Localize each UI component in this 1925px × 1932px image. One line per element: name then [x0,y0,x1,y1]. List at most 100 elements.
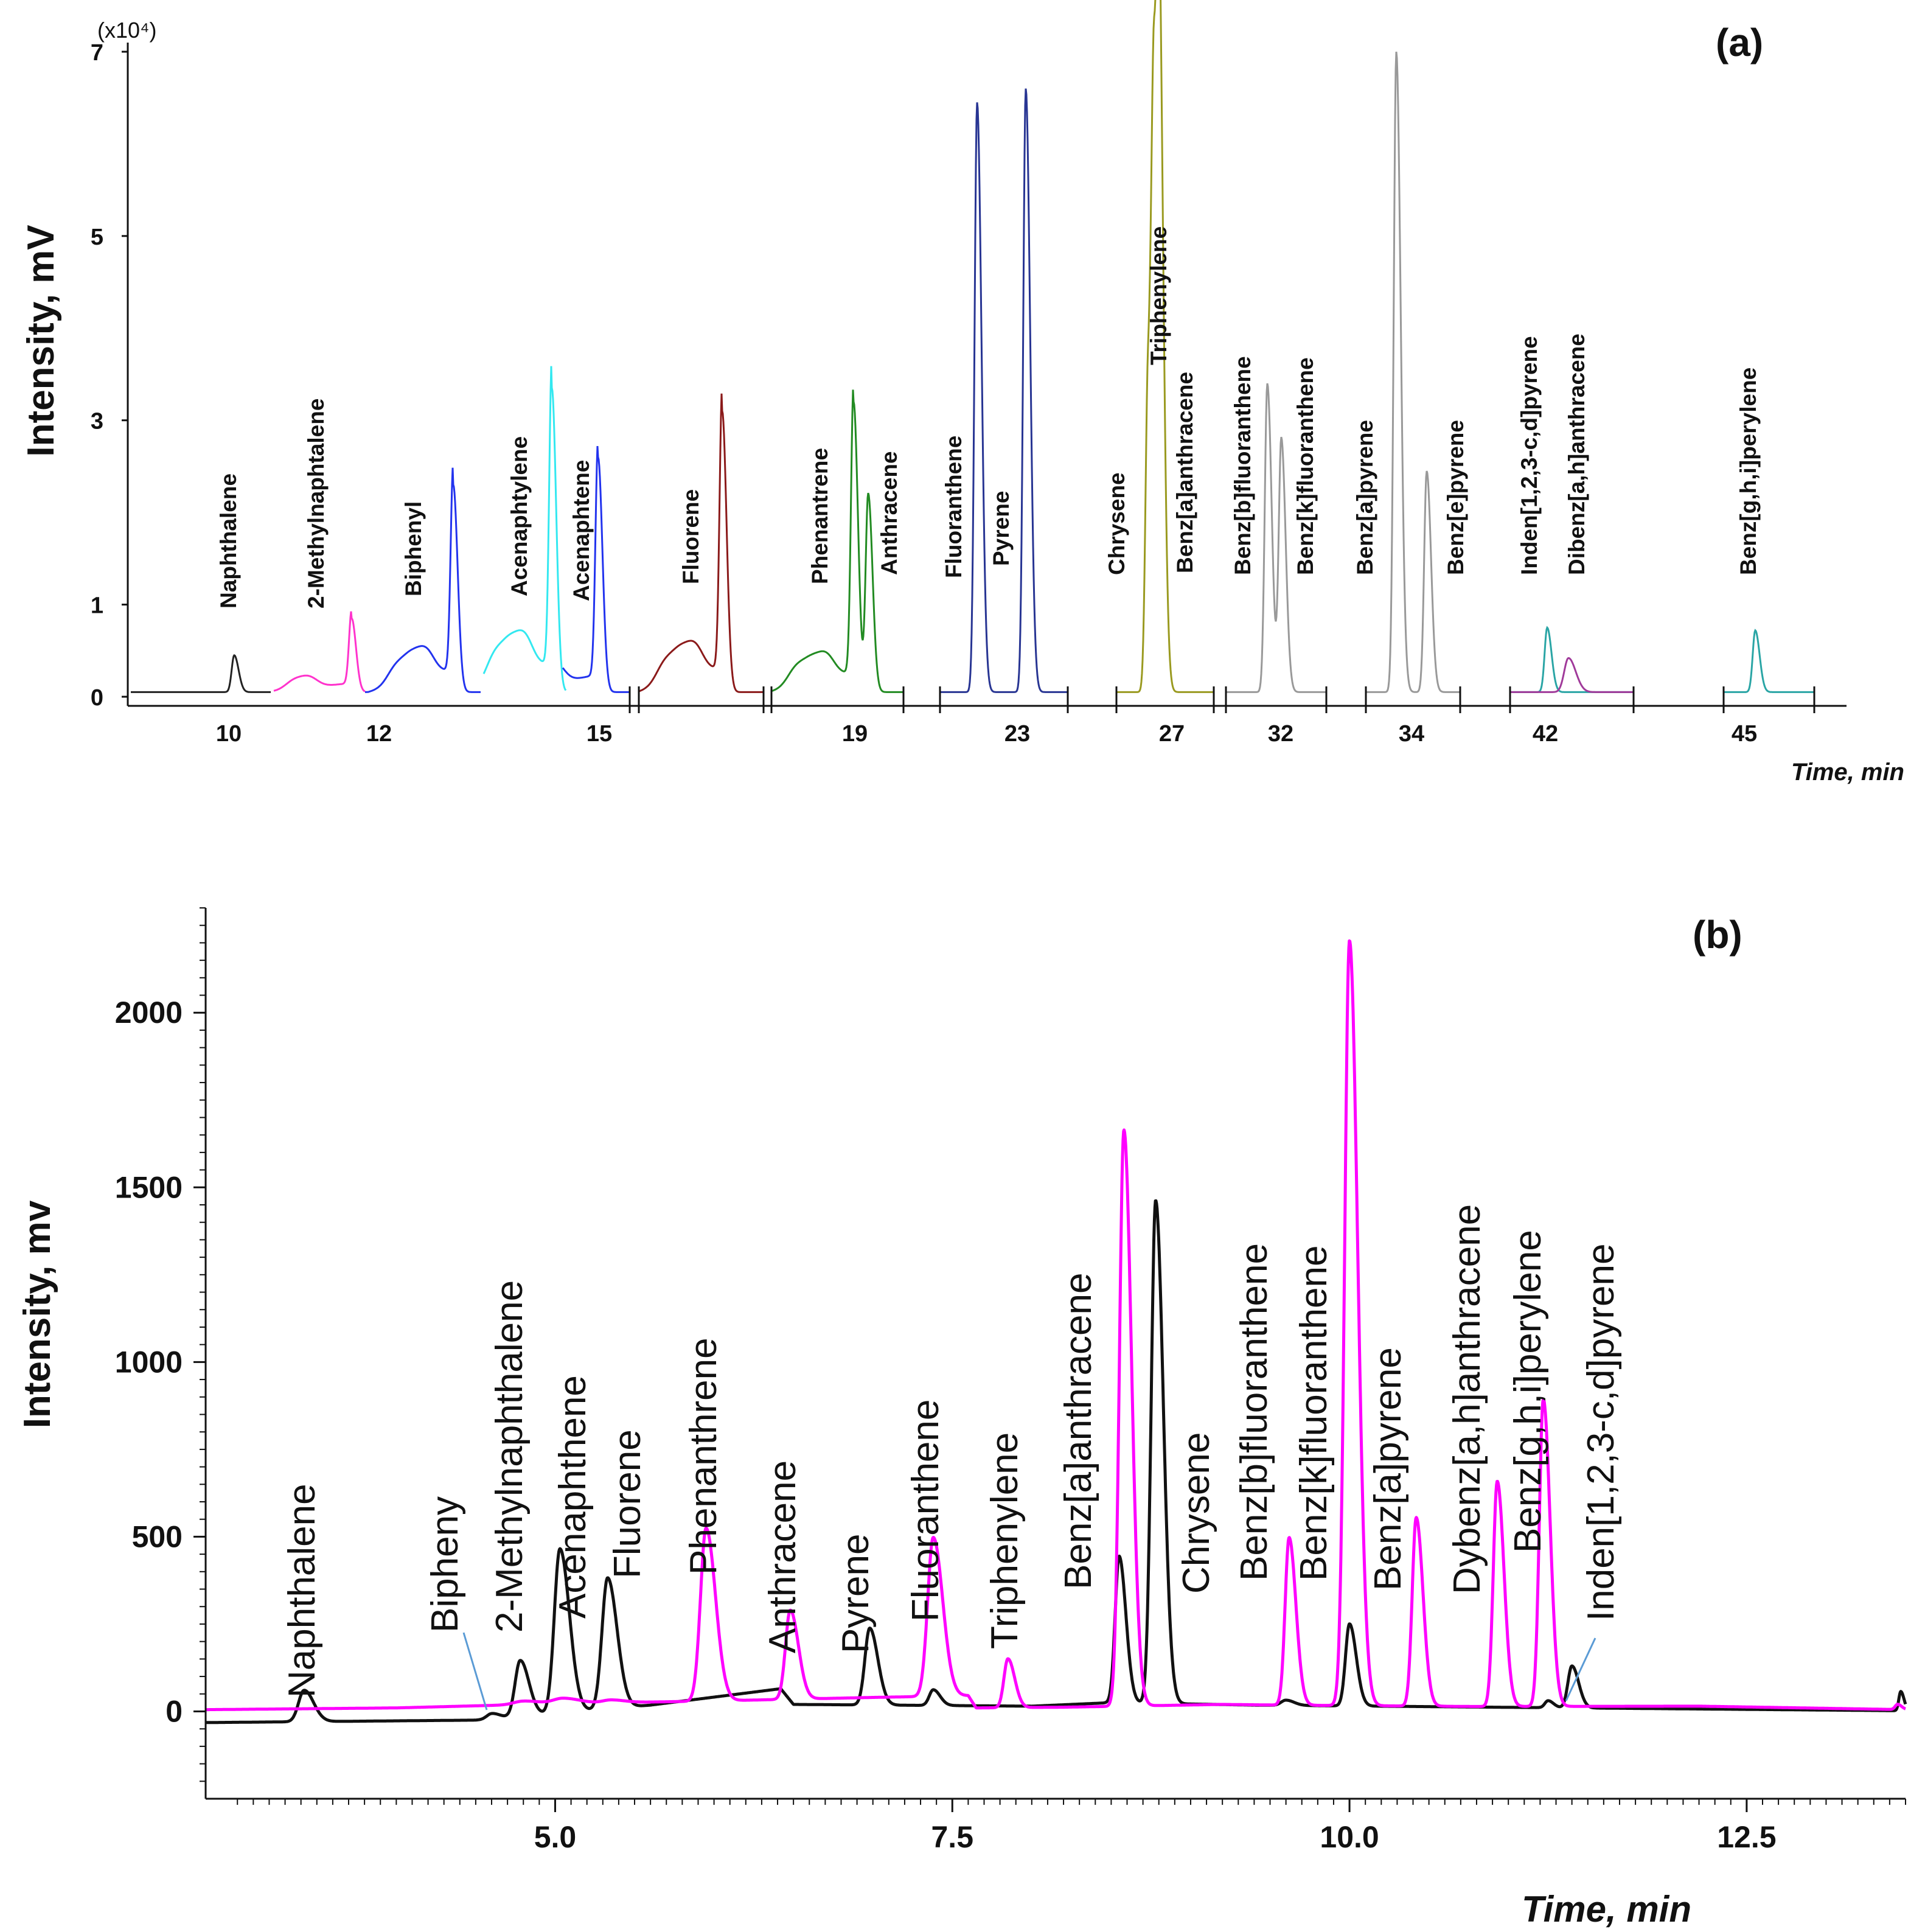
peak-label: Benz[k]fluoranthene [1293,357,1318,575]
peak-label: Inden[1,2,3-c,d]pyrene [1580,1244,1622,1621]
panel-a-trace [562,446,630,693]
panel-a-trace [771,389,903,693]
panel-a-y-ticks: 7 5 3 1 0 [91,40,128,711]
panel-a-x-axis-label: Time, min [1791,759,1904,786]
x-tick-label: 19 [842,721,868,747]
peak-label: Anthracene [877,451,902,575]
panel-b-minor-ticks [200,907,1906,1805]
x-tick-label: 27 [1159,721,1185,747]
panel-a-x-tick-labels: 10 12 15 19 23 27 32 34 42 45 [216,721,1757,747]
panel-a-axis-breaks [628,686,1815,713]
y-tick-label: 0 [91,685,103,711]
peak-label: Benz[a]pyrene [1367,1347,1409,1591]
y-tick-label: 7 [91,40,103,66]
peak-label: Benz[g,h,i]perylene [1507,1230,1549,1553]
panel-a-trace [1116,0,1214,693]
x-tick-label: 34 [1399,721,1424,747]
peak-label: Benz[b]fluoranthene [1230,356,1255,575]
peak-label: Benz[a]anthracene [1057,1273,1099,1590]
x-tick-label: 15 [587,721,612,747]
peak-label: Pyrene [989,491,1014,566]
panel-b-y-ticks: 0 500 1000 1500 2000 [115,996,206,1728]
panel-b-traces [204,939,1907,1725]
y-tick-label: 3 [91,409,103,434]
peak-label: 2-Methylnaphthalene [489,1280,531,1633]
panel-a-overlay-trace [1510,657,1634,693]
peak-label: Dybenz[a,h]anthracene [1446,1204,1488,1594]
x-tick-label: 45 [1732,721,1757,747]
x-tick-label: 23 [1004,721,1030,747]
panel-b-leader-lines [462,1632,1596,1711]
x-tick-label: 10.0 [1320,1820,1379,1854]
peak-label: Benz[e]pyrene [1443,420,1468,575]
peak-label: Dibenz[a,h]anthracene [1564,333,1589,575]
panel-a-trace [273,611,366,692]
panel-a-traces [131,0,1814,693]
peak-label: Fluorene [607,1429,649,1578]
panel-a-trace [365,467,481,693]
x-tick-label: 12 [366,721,392,747]
peak-label: Benz[a]anthracene [1172,372,1197,573]
panel-a-trace [1366,51,1460,693]
panel-a-trace [482,366,567,691]
x-tick-label: 10 [216,721,242,747]
peak-label: 2-Methylnaphtalene [304,399,329,609]
peak-label: Chrysene [1104,472,1129,575]
peak-label: Fluoranthene [905,1400,947,1622]
panel-b-x-axis-label: Time, min [1522,1889,1691,1930]
y-tick-label: 2000 [115,996,183,1030]
panel-b-chromatogram: 0 500 1000 1500 2000 5.0 7.5 10.0 12.5 Naphthal… [16,907,1907,1930]
panel-a-trace [638,393,764,693]
leader-line-biphenyl [462,1632,488,1711]
x-tick-label: 32 [1268,721,1293,747]
peak-label: Naphthalene [216,473,241,609]
peak-label: Triphenylene [984,1432,1026,1649]
peak-label: Anthracene [762,1460,804,1653]
y-tick-label: 1 [91,593,103,619]
peak-label: Fluorene [678,489,703,584]
x-tick-label: 42 [1533,721,1558,747]
peak-label: Acenaphtylene [507,436,532,596]
panel-a-trace [940,88,1068,693]
peak-label: Phenantrene [807,448,832,584]
panel-b-peak-labels: Naphthalene Bipheny 2-Methylnaphthalene Ace… [281,1204,1622,1698]
panel-b-trace [204,1199,1907,1725]
peak-label: Inden[1,2,3-c,d]pyrene [1517,336,1542,575]
peak-label: Benz[b]fluoranthene [1233,1243,1275,1581]
y-tick-label: 1500 [115,1170,183,1204]
y-tick-label: 0 [165,1694,183,1728]
peak-label: Bipheny [424,1496,466,1633]
panel-b-trace [204,939,1907,1712]
x-tick-label: 5.0 [534,1820,577,1854]
peak-label: Benz[g,h,i]perylene [1736,368,1761,575]
panel-b-label: (b) [1693,913,1742,957]
x-tick-label: 12.5 [1717,1820,1776,1854]
y-tick-label: 1000 [115,1345,183,1379]
panel-a-peak-labels: Naphthalene 2-Methylnaphtalene Biphenyl Ace… [216,226,1761,609]
leader-line-indenopyrene [1565,1637,1596,1701]
panel-b-x-ticks: 5.0 7.5 10.0 12.5 [534,1799,1777,1854]
peak-label: Benz[a]pyrene [1352,420,1377,575]
x-tick-label: 7.5 [931,1820,974,1854]
y-tick-label: 500 [132,1519,183,1554]
y-tick-label: 5 [91,225,103,250]
peak-label: Acenaphtene [569,460,594,601]
peak-label: Acenaphthene [552,1375,594,1619]
panel-a-trace [1226,383,1326,693]
peak-label: Fluoranthene [941,436,966,578]
peak-label: Biphenyl [401,501,426,596]
panel-a-y-axis-label: Intensity, mV [20,225,62,456]
peak-label: Phenanthrene [683,1337,725,1575]
peak-label: Chrysene [1175,1432,1217,1594]
panel-b-y-axis-label: Intensity, mv [16,1200,58,1428]
peak-label: Benz[k]fluoranthene [1293,1246,1335,1582]
panel-a-label: (a) [1716,21,1763,65]
panel-a-y-multiplier: (x10⁴) [97,18,157,43]
peak-label: Naphthalene [281,1484,323,1698]
peak-label: Pyrene [835,1534,877,1653]
panel-a-trace [131,654,271,693]
panel-a-trace [1724,629,1814,693]
